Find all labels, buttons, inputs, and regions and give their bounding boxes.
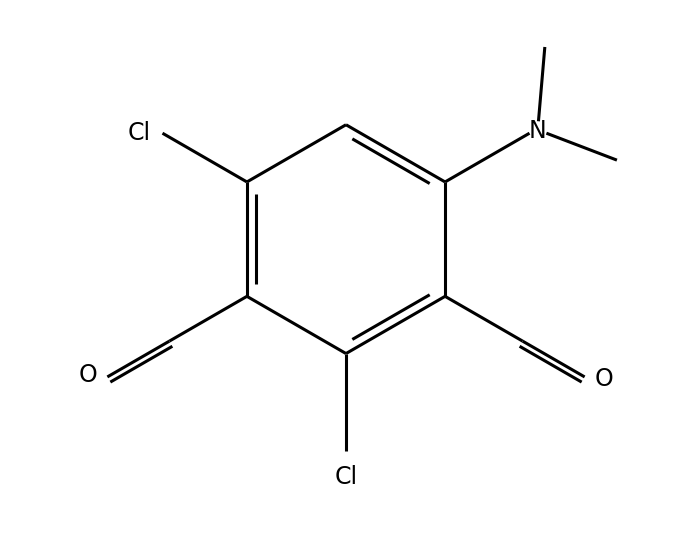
Text: O: O (594, 367, 613, 391)
Text: Cl: Cl (334, 465, 358, 489)
Text: Cl: Cl (127, 121, 151, 145)
Text: N: N (529, 119, 547, 143)
Text: O: O (79, 363, 98, 387)
